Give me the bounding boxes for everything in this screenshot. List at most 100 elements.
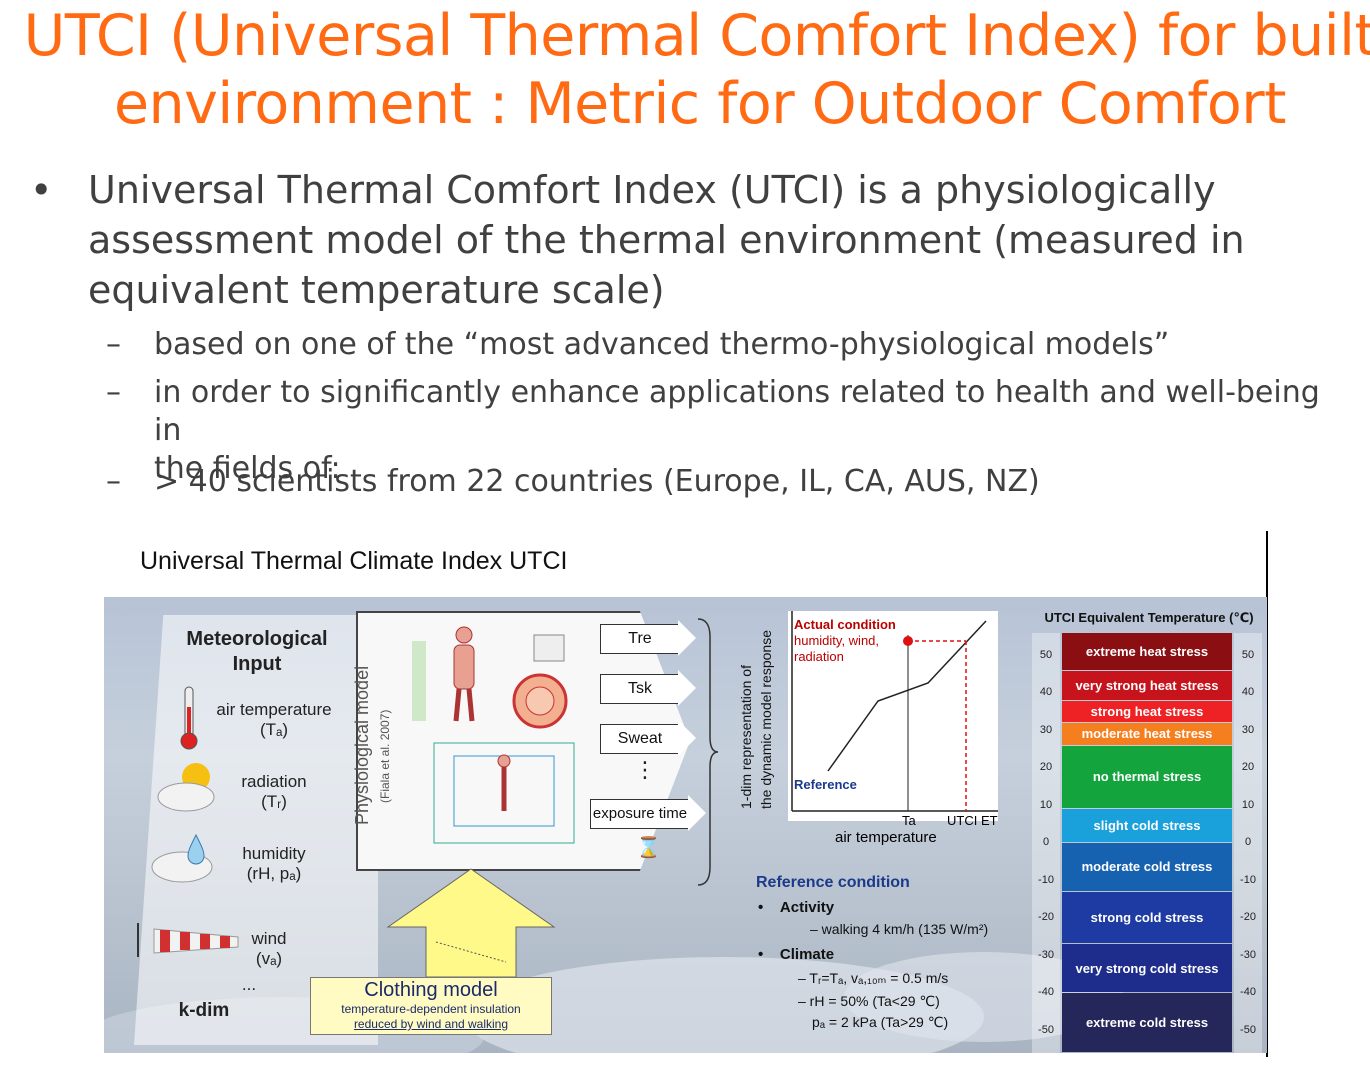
- raindrop-cloud-icon: [151, 833, 213, 883]
- actual-condition-detail: humidity, wind, radiation: [794, 633, 879, 665]
- bullet-marker: •: [30, 168, 53, 212]
- activity-label: Activity: [779, 899, 835, 916]
- scale-category: strong heat stress: [1062, 700, 1232, 722]
- reference-label: Reference: [794, 777, 857, 792]
- dynamic-response-label: 1-dim representation of the dynamic mode…: [736, 609, 776, 809]
- scale-tick-label: -40: [1038, 986, 1054, 998]
- tsk-output: Tsk: [600, 674, 680, 704]
- ta-tick-label: Ta: [902, 813, 916, 828]
- tre-arrow-tip: [678, 620, 696, 656]
- clothing-model-box: Clothing model temperature-dependent ins…: [310, 977, 552, 1035]
- scale-tick-label: 30: [1039, 723, 1053, 736]
- sub-bullet-3-text: > 40 scientists from 22 countries (Europ…: [154, 464, 1040, 499]
- utci-scale: extreme heat stress very strong heat stre…: [1062, 633, 1232, 1053]
- clothing-model-line1: temperature-dependent insulation: [341, 1002, 521, 1016]
- scale-category: extreme heat stress: [1062, 633, 1232, 670]
- air-temperature-symbol: (Tₐ): [259, 720, 289, 739]
- main-bullet: • Universal Thermal Comfort Index (UTCI)…: [30, 165, 1320, 315]
- scale-tick-label: -10: [1038, 873, 1054, 886]
- air-temperature-label: air temperature (Tₐ): [204, 700, 344, 740]
- climate-detail-2: – rH = 50% (Ta<29 ℃): [798, 993, 940, 1009]
- exposure-time-output: exposure time: [590, 799, 690, 829]
- reference-condition-title: Reference condition: [756, 874, 910, 891]
- slide-title-line1: UTCI (Universal Thermal Comfort Index) f…: [23, 3, 1370, 69]
- wind-text: wind: [251, 929, 287, 948]
- scale-tick-label: 0: [1244, 836, 1252, 848]
- air-temperature-axis-label: air temperature: [835, 829, 937, 846]
- more-outputs-dots: ⋮: [634, 757, 656, 782]
- clothing-model-line2: reduced by wind and walking: [353, 1017, 509, 1031]
- actual-condition-title: Actual condition: [794, 617, 896, 632]
- climate-detail-1: – Tᵣ=Tₐ, vₐ,₁₀ₘ = 0.5 m/s: [798, 970, 949, 986]
- climate-detail-3: pₐ = 2 kPa (Ta>29 ℃): [812, 1014, 949, 1030]
- sub-bullet-marker: –: [106, 464, 121, 499]
- scale-tick-label: -50: [1038, 1023, 1054, 1036]
- sweat-arrow-tip: [678, 720, 696, 756]
- scale-tick-label: 0: [1042, 836, 1050, 848]
- tre-label: Tre: [628, 630, 652, 647]
- utci-et-tick-label: UTCI ET: [947, 813, 998, 828]
- radiation-symbol: (Tᵣ): [261, 792, 287, 811]
- dynamic-response-line1: 1-dim representation of: [738, 665, 754, 809]
- activity-bullet: • Activity: [758, 899, 835, 916]
- scale-tick-label: 30: [1241, 723, 1255, 736]
- utci-mini-chart-plot: [791, 611, 998, 812]
- scale-tick-label: 20: [1039, 761, 1053, 773]
- scale-tick-label: -30: [1038, 948, 1054, 961]
- scale-title: UTCI Equivalent Temperature (℃): [1044, 610, 1254, 625]
- scale-tick-label: 40: [1241, 686, 1255, 698]
- figure-title: Universal Thermal Climate Index UTCI: [140, 547, 568, 575]
- radiation-label: radiation (Tᵣ): [224, 772, 324, 812]
- climate-label: Climate: [779, 946, 835, 963]
- sub-bullet-2-line2: the fields of:: [154, 451, 341, 486]
- sub-bullet-1: – based on one of the “most advanced the…: [106, 326, 1356, 364]
- humidity-symbol: (rH, pₐ): [246, 864, 302, 883]
- scale-category: moderate heat stress: [1062, 723, 1232, 745]
- scale-category: strong cold stress: [1062, 891, 1232, 944]
- scale-tick-label: -30: [1240, 948, 1256, 961]
- scale-tick-label: -10: [1240, 873, 1256, 886]
- scale-tick-label: -50: [1240, 1023, 1256, 1036]
- scale-category: no thermal stress: [1062, 745, 1232, 809]
- sweat-label: Sweat: [617, 730, 663, 747]
- scale-tick-label: 10: [1039, 798, 1053, 811]
- slide-title-line2: environment : Metric for Outdoor Comfort: [113, 71, 1287, 137]
- kdim-label: k-dim: [178, 1000, 230, 1021]
- scale-right-axis: [1234, 633, 1262, 1053]
- sub-bullet-1-text: based on one of the “most advanced therm…: [154, 327, 1170, 362]
- scale-tick-label: -40: [1240, 986, 1256, 998]
- clothing-model-title: Clothing model: [364, 979, 498, 1001]
- scale-tick-label: 40: [1039, 686, 1053, 698]
- physiological-diagram: [412, 626, 575, 844]
- tre-output: Tre: [600, 624, 680, 654]
- scale-tick-label: 10: [1241, 798, 1255, 811]
- dynamic-response-line2: the dynamic model response: [758, 630, 774, 809]
- main-bullet-line3: equivalent temperature scale): [88, 268, 665, 312]
- scale-tick-label: 50: [1039, 648, 1053, 661]
- exposure-arrow-tip: [688, 795, 706, 831]
- scale-tick-label: -20: [1038, 911, 1054, 923]
- sub-bullet-3: – > 40 scientists from 22 countries (Eur…: [106, 463, 1356, 501]
- meteorological-panel: [134, 615, 378, 1045]
- curly-brace: [697, 618, 719, 886]
- scale-category: moderate cold stress: [1062, 843, 1232, 891]
- activity-detail: – walking 4 km/h (135 W/m²): [810, 921, 989, 937]
- figure-right-border: [1266, 531, 1268, 1057]
- scale-tick-label: 20: [1241, 761, 1255, 773]
- humidity-text: humidity: [242, 844, 306, 863]
- scale-category: extreme cold stress: [1062, 993, 1232, 1052]
- main-bullet-line1: Universal Thermal Comfort Index (UTCI) i…: [88, 168, 1216, 212]
- meteorological-title-line1: Meteorological: [186, 628, 328, 650]
- sweat-output: Sweat: [600, 724, 680, 754]
- tsk-label: Tsk: [628, 680, 652, 697]
- meteorological-title: Meteorological Input: [182, 627, 332, 677]
- scale-category: very strong heat stress: [1062, 670, 1232, 700]
- sun-cloud-icon: [157, 763, 215, 812]
- radiation-text: radiation: [241, 772, 307, 791]
- scale-category: very strong cold stress: [1062, 944, 1232, 992]
- scale-category: slight cold stress: [1062, 809, 1232, 842]
- air-temperature-text: air temperature: [216, 700, 332, 719]
- up-arrow-clothing: [386, 868, 556, 978]
- sub-bullet-2-line1: in order to significantly enhance applic…: [154, 375, 1320, 448]
- scale-tick-label: -20: [1240, 911, 1256, 923]
